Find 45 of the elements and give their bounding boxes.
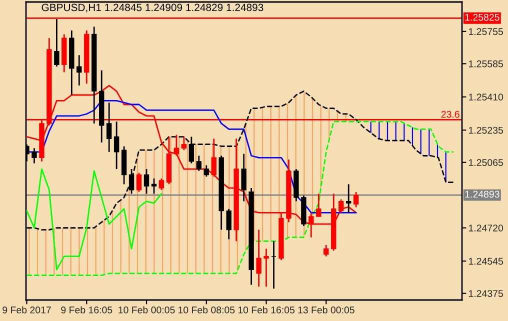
- candlestick: [151, 178, 157, 194]
- candlestick: [353, 191, 359, 208]
- candlestick: [158, 178, 164, 191]
- candlestick: [32, 147, 37, 164]
- x-tick-label: 9 Feb 2017: [2, 306, 51, 314]
- candlestick: [226, 208, 232, 240]
- y-tick-label: 1.25585: [468, 60, 503, 68]
- candlestick: [106, 102, 112, 153]
- line-series: [26, 120, 454, 276]
- candlestick: [211, 138, 216, 178]
- candlestick: [316, 193, 322, 218]
- candlestick: [114, 120, 120, 170]
- x-tick-label: 10 Feb 08:05: [178, 306, 235, 314]
- y-tick-label: 1.24720: [468, 224, 504, 232]
- ref-line-label: 1.24893: [465, 190, 500, 198]
- x-tick-label: 10 Feb 00:05: [118, 306, 175, 314]
- candlestick: [76, 54, 82, 86]
- y-tick-label: 1.24375: [468, 290, 503, 297]
- x-tick-label: 10 Feb 16:05: [238, 306, 295, 314]
- candlestick: [128, 168, 134, 194]
- candlestick: [174, 134, 180, 156]
- line-series: [26, 168, 162, 270]
- x-tick-label: 9 Feb 16:05: [61, 306, 112, 314]
- ref-line-label: 1.25825: [465, 14, 500, 21]
- candlestick: [136, 172, 142, 193]
- candlestick: [181, 136, 187, 151]
- candlestick: [264, 248, 269, 288]
- candlestick: [144, 168, 150, 194]
- candlestick: [54, 18, 60, 68]
- y-tick-label: 1.25235: [468, 126, 503, 134]
- y-tick-label: 1.25065: [468, 159, 503, 166]
- candlestick: [196, 155, 202, 172]
- y-tick-label: 1.25410: [468, 94, 504, 101]
- candlestick: [204, 164, 209, 178]
- chart-title: GBPUSD,H1 1.24845 1.24909 1.24829 1.24893: [42, 4, 264, 12]
- candlestick: [346, 184, 352, 214]
- candlestick: [324, 244, 329, 258]
- x-tick-label: 13 Feb 00:05: [298, 306, 354, 314]
- candlestick: [338, 198, 344, 214]
- y-tick-label: 1.25755: [468, 28, 503, 36]
- annotation: 23.6: [441, 110, 460, 118]
- candlestick: [256, 229, 262, 288]
- candlestick: [241, 153, 246, 202]
- candlestick: [188, 136, 194, 164]
- y-tick-label: 1.24545: [468, 258, 503, 265]
